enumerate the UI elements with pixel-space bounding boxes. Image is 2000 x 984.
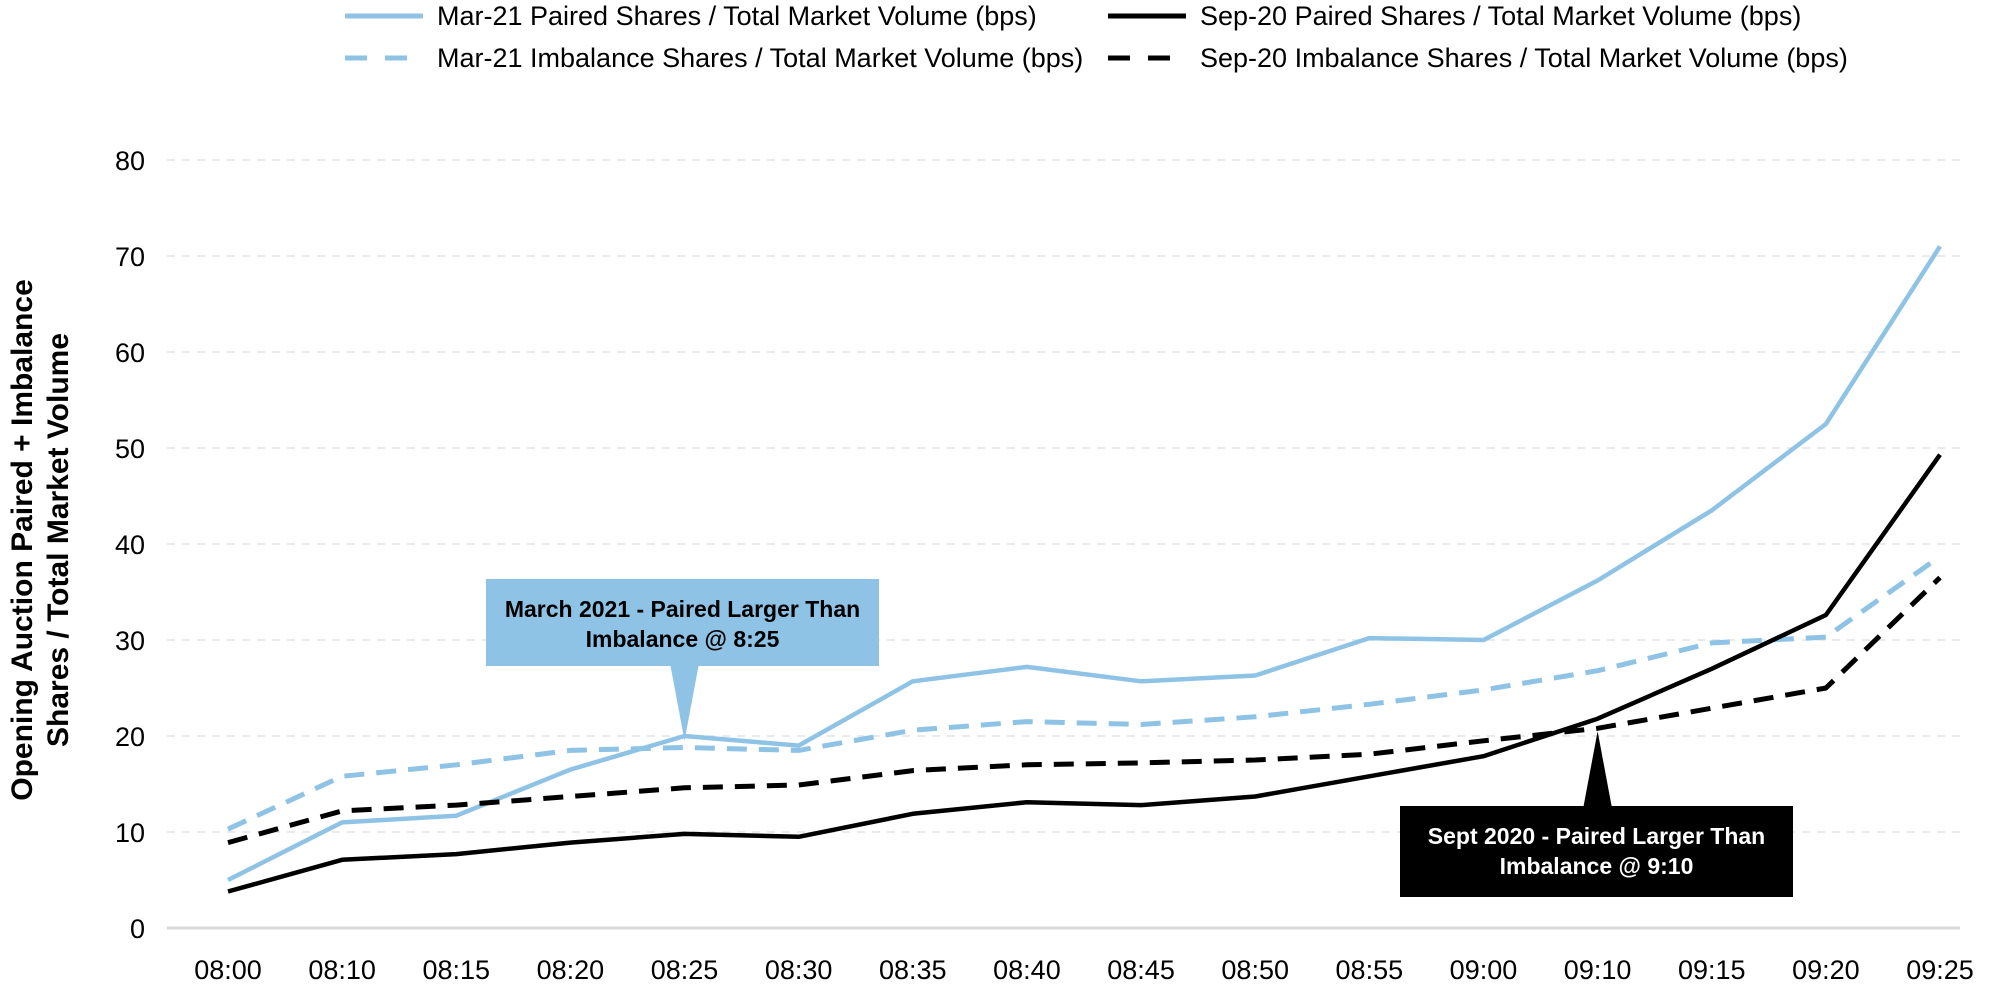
y-axis-label: Opening Auction Paired + Imbalance Shares… <box>6 279 75 801</box>
annotation-text: Sept 2020 - Paired Larger Than <box>1428 823 1765 849</box>
x-tick-label: 08:40 <box>993 955 1061 984</box>
x-tick-label: 08:25 <box>651 955 719 984</box>
y-tick-label: 70 <box>115 242 145 272</box>
x-tick-label: 08:30 <box>765 955 833 984</box>
y-axis-label-line: Shares / Total Market Volume <box>42 333 75 747</box>
legend-label: Sep-20 Imbalance Shares / Total Market V… <box>1200 43 1848 73</box>
annotation-box <box>1400 806 1793 897</box>
y-tick-label: 0 <box>130 914 145 944</box>
y-tick-label: 50 <box>115 434 145 464</box>
x-tick-label: 09:10 <box>1564 955 1632 984</box>
x-axis-ticks: 08:00 08:10 08:15 08:20 08:25 08:30 08:35 08:40… <box>194 955 1974 984</box>
x-tick-label: 09:20 <box>1792 955 1860 984</box>
chart-gridlines <box>167 159 1960 930</box>
annotation-callout: March 2021 - Paired Larger Than Imbalance… <box>486 579 879 741</box>
y-tick-label: 40 <box>115 530 145 560</box>
legend-item: Sep-20 Paired Shares / Total Market Volu… <box>1108 1 1801 31</box>
y-tick-label: 20 <box>115 722 145 752</box>
x-tick-label: 08:35 <box>879 955 947 984</box>
x-tick-label: 09:25 <box>1906 955 1974 984</box>
chart-series <box>226 245 1942 894</box>
legend-label: Mar-21 Paired Shares / Total Market Volu… <box>437 1 1037 31</box>
x-tick-label: 08:45 <box>1107 955 1175 984</box>
x-tick-label: 08:50 <box>1221 955 1289 984</box>
x-tick-label: 09:15 <box>1678 955 1746 984</box>
legend-label: Sep-20 Paired Shares / Total Market Volu… <box>1200 1 1801 31</box>
x-tick-label: 08:55 <box>1336 955 1404 984</box>
series-line-1 <box>226 245 1942 883</box>
legend-item: Mar-21 Imbalance Shares / Total Market V… <box>345 43 1083 73</box>
annotation-pointer <box>1583 731 1612 806</box>
annotation-box <box>486 579 879 666</box>
y-tick-label: 80 <box>115 146 145 176</box>
annotation-pointer <box>670 666 699 741</box>
y-axis-ticks: 0 10 20 30 40 50 60 70 80 <box>115 146 145 944</box>
annotation-callout: Sept 2020 - Paired Larger Than Imbalance … <box>1400 731 1793 897</box>
x-tick-label: 08:10 <box>308 955 376 984</box>
legend-label: Mar-21 Imbalance Shares / Total Market V… <box>437 43 1083 73</box>
series-line-3 <box>227 453 1942 894</box>
chart-legend: Mar-21 Paired Shares / Total Market Volu… <box>345 1 1848 73</box>
y-tick-label: 60 <box>115 338 145 368</box>
x-tick-label: 09:00 <box>1450 955 1518 984</box>
legend-item: Mar-21 Paired Shares / Total Market Volu… <box>345 1 1037 31</box>
y-axis-label-line: Opening Auction Paired + Imbalance <box>6 279 39 801</box>
annotation-text: Imbalance @ 9:10 <box>1500 853 1694 879</box>
y-tick-label: 10 <box>115 818 145 848</box>
x-tick-label: 08:15 <box>422 955 490 984</box>
y-tick-label: 30 <box>115 626 145 656</box>
x-tick-label: 08:00 <box>194 955 262 984</box>
legend-item: Sep-20 Imbalance Shares / Total Market V… <box>1108 43 1848 73</box>
chart-annotations: March 2021 - Paired Larger Than Imbalance… <box>486 579 1793 897</box>
annotation-text: Imbalance @ 8:25 <box>586 626 780 652</box>
series-line-4 <box>227 575 1942 846</box>
series-line-2 <box>226 554 1942 832</box>
annotation-text: March 2021 - Paired Larger Than <box>505 596 860 622</box>
x-tick-label: 08:20 <box>537 955 605 984</box>
